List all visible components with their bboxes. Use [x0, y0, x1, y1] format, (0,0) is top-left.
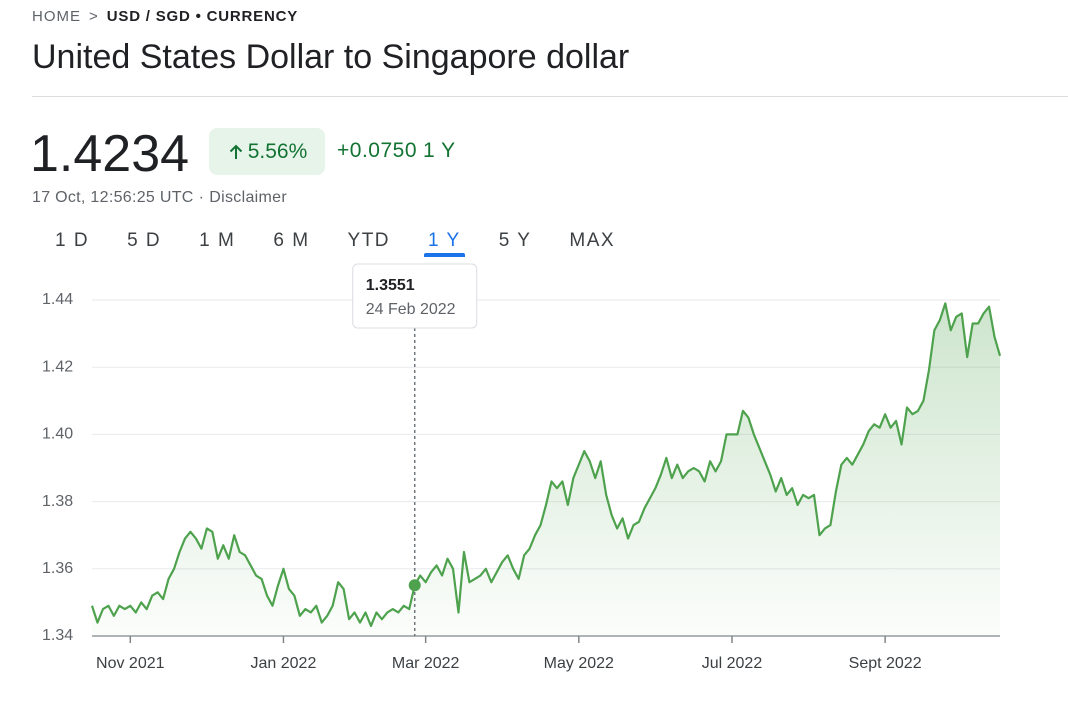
- range-tab[interactable]: YTD: [347, 230, 391, 251]
- range-tab[interactable]: 5 D: [127, 230, 162, 251]
- range-tab[interactable]: 1 M: [199, 230, 236, 251]
- tooltip-date: 24 Feb 2022: [366, 301, 456, 318]
- change-badge: 5.56%: [209, 128, 325, 175]
- y-tick-label: 1.40: [42, 426, 73, 443]
- breadcrumb-home[interactable]: HOME: [32, 8, 81, 25]
- range-tab[interactable]: 1 Y: [409, 230, 480, 258]
- timestamp-row: 17 Oct, 12:56:25 UTC · Disclaimer: [32, 189, 292, 207]
- range-tab[interactable]: 1 D: [55, 230, 90, 251]
- area-fill: [92, 303, 1000, 636]
- x-tick-label: May 2022: [544, 655, 614, 672]
- breadcrumb-separator: >: [89, 8, 99, 25]
- y-tick-label: 1.42: [42, 358, 73, 375]
- separator: ·: [198, 189, 205, 206]
- x-tick-label: Jul 2022: [702, 655, 763, 672]
- change-abs: +0.0750: [337, 139, 417, 162]
- page-title: United States Dollar to Singapore dollar: [32, 38, 630, 76]
- range-tabs: 1 D 5 D 1 M 6 M YTD 1 Y 5 Y MAX: [36, 230, 634, 258]
- y-tick-label: 1.38: [42, 493, 73, 510]
- change-percent: 5.56%: [247, 139, 308, 163]
- y-tick-label: 1.34: [42, 627, 73, 644]
- breadcrumb: HOME > USD / SGD • CURRENCY: [32, 8, 298, 25]
- tooltip-value: 1.3551: [366, 277, 415, 294]
- y-tick-label: 1.36: [42, 560, 73, 577]
- hover-point: [408, 579, 421, 592]
- price-line: [90, 302, 1002, 628]
- x-tick-label: Mar 2022: [392, 655, 460, 672]
- price: 1.4234: [30, 125, 190, 183]
- tooltip-box: [352, 263, 478, 329]
- y-tick-label: 1.44: [42, 291, 73, 308]
- breadcrumb-current: USD / SGD • CURRENCY: [106, 8, 299, 25]
- change: +0.0750 1 Y: [337, 139, 456, 163]
- range-tab[interactable]: 6 M: [273, 230, 310, 251]
- x-tick-label: Nov 2021: [96, 655, 165, 672]
- x-tick-label: Jan 2022: [251, 655, 317, 672]
- divider: [32, 96, 1068, 97]
- range-tab[interactable]: MAX: [569, 230, 616, 251]
- up-arrow: [229, 144, 242, 159]
- range-tab[interactable]: 5 Y: [498, 230, 532, 251]
- x-tick-label: Sept 2022: [849, 655, 922, 672]
- disclaimer[interactable]: Disclaimer: [209, 189, 287, 206]
- change-period: 1 Y: [423, 139, 456, 162]
- timestamp: 17 Oct, 12:56:25 UTC: [32, 189, 194, 206]
